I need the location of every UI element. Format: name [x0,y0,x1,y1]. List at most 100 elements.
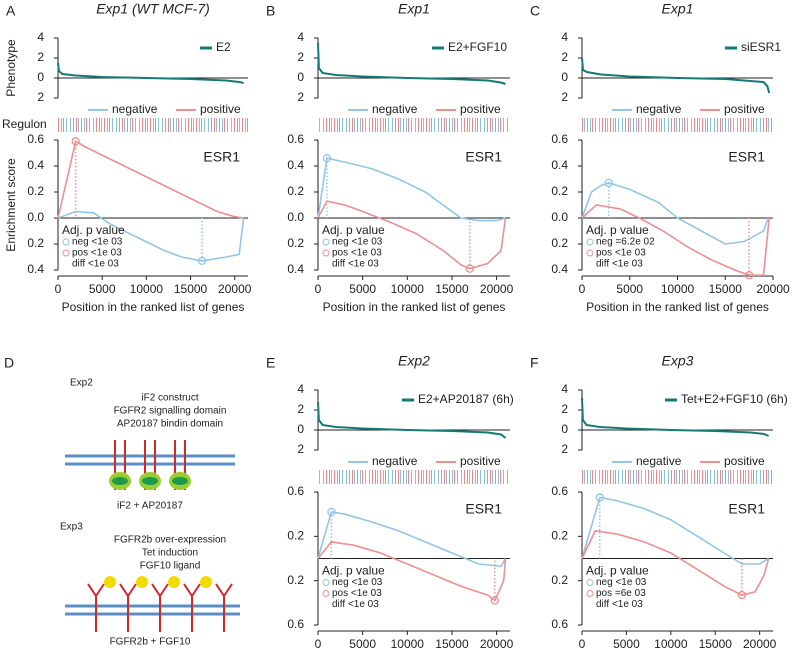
diagram-caption: FGFR2b + FGF10 [110,637,191,648]
y-tick-label: 0.4 [27,262,44,276]
y-tick-label: 0.6 [551,484,568,498]
y-tick-label: 0.6 [287,132,304,146]
y-tick-label: 0.6 [551,132,568,146]
y-tick-label: 2 [561,50,568,64]
regulon-barcode [58,118,248,132]
legend-label: negative [636,102,682,116]
x-tick-label: 10000 [661,282,695,296]
chart-title: Exp1 [398,1,430,17]
legend-label: positive [724,454,765,468]
y-tick-label: 0.6 [551,617,568,631]
axis-label: Position in the ranked list of genes [586,300,769,314]
diagram: D Exp2 iF2 construct FGFR2 signalling do… [4,355,240,648]
y-tick-label: 0.4 [551,262,568,276]
x-tick-label: 20000 [756,282,790,296]
enrichment-line [317,510,507,568]
x-tick-label: 0 [55,282,62,296]
x-tick-label: 15000 [435,637,469,649]
panel-label: F [530,355,539,371]
chart-title: Exp3 [662,353,694,369]
legend-label: E2+AP20187 (6h) [418,392,514,406]
diagram-text: AP20187 bindin domain [117,419,223,430]
annotation-title: Adj. p value [586,564,649,578]
y-tick-label: 0.2 [551,529,568,543]
annotation-symbol [586,249,594,257]
y-tick-label: 2 [297,442,304,456]
annotation-line: pos <1e 03 [332,588,382,599]
x-tick-label: 10000 [391,637,425,649]
x-tick-label: 0 [315,637,322,649]
phenotype-line [317,42,506,85]
annotation-line: pos <1e 03 [332,248,382,259]
annotation-line: diff <1e 03 [596,259,643,270]
peak-marker [604,178,613,188]
axis-label: Position in the ranked list of genes [323,300,506,314]
signature-label: ESR1 [728,501,765,517]
enrichment-line [581,496,770,565]
peak-marker [744,271,754,280]
legend-label: positive [460,102,501,116]
enrichment-line [57,210,245,262]
y-tick-label: 0.6 [27,132,44,146]
peak-marker [327,507,336,517]
x-tick-label: 10000 [130,282,164,296]
y-tick-label: 4 [297,382,304,396]
y-tick-label: 0.2 [27,184,44,198]
peak-marker [737,590,747,600]
x-tick-label: 20000 [480,282,514,296]
diagram-text: FGFR2 signalling domain [114,406,227,417]
enrichment-line [57,140,244,219]
y-tick-label: 2 [37,90,44,104]
diagram-text: Tet induction [142,548,198,559]
y-tick-label: 2 [297,402,304,416]
y-tick-label: 4 [561,382,568,396]
x-tick-label: 10000 [654,637,688,649]
axis-label: Enrichment score [4,158,18,252]
y-tick-label: 0.6 [287,617,304,631]
chart-title: Exp1 (WT MCF-7) [96,1,210,17]
x-tick-label: 5000 [349,282,376,296]
annotation-symbol [322,249,330,257]
y-tick-label: 4 [37,30,44,44]
legend-label: positive [200,102,241,116]
phenotype-line [57,62,244,84]
legend-label: negative [372,454,418,468]
annotation-line: pos =6e 03 [596,588,646,599]
annotation-line: neg <1e 03 [332,237,383,248]
annotation-symbol [586,590,594,597]
exp-name: Exp3 [60,522,83,533]
annotation-title: Adj. p value [586,223,649,237]
y-tick-label: 0.2 [287,573,304,587]
y-tick-label: 0.2 [287,236,304,250]
annotation-line: neg <1e 03 [332,577,383,588]
signature-label: ESR1 [465,501,502,517]
annotation-line: diff <1e 03 [332,599,379,610]
annotation-line: neg <1e 03 [596,577,647,588]
x-tick-label: 5000 [616,282,643,296]
peak-marker [322,154,332,163]
y-tick-label: 0.0 [551,210,568,224]
y-tick-label: 0.2 [287,184,304,198]
x-tick-label: 5000 [613,637,640,649]
y-tick-label: 0.4 [287,158,304,172]
enrichment-line [581,204,770,276]
peak-marker [465,264,474,273]
annotation-title: Adj. p value [62,223,125,237]
panel-label: B [266,3,275,19]
legend-label: E2+FGF10 [448,40,507,54]
peak-marker [490,596,499,605]
peak-marker [71,137,80,146]
peak-marker [595,493,604,502]
regulon-barcode [582,118,773,132]
y-tick-label: 0.0 [27,210,44,224]
regulon-barcode [318,470,510,484]
chart-title: Exp1 [662,1,694,17]
x-tick-label: 15000 [435,282,469,296]
axis-label: Position in the ranked list of genes [62,300,245,314]
phenotype-line [581,57,771,94]
legend-label: E2 [216,40,231,54]
receptors [114,440,186,490]
annotation-symbol [322,590,330,597]
annotation-line: diff <1e 03 [72,259,119,270]
x-tick-label: 15000 [699,637,733,649]
